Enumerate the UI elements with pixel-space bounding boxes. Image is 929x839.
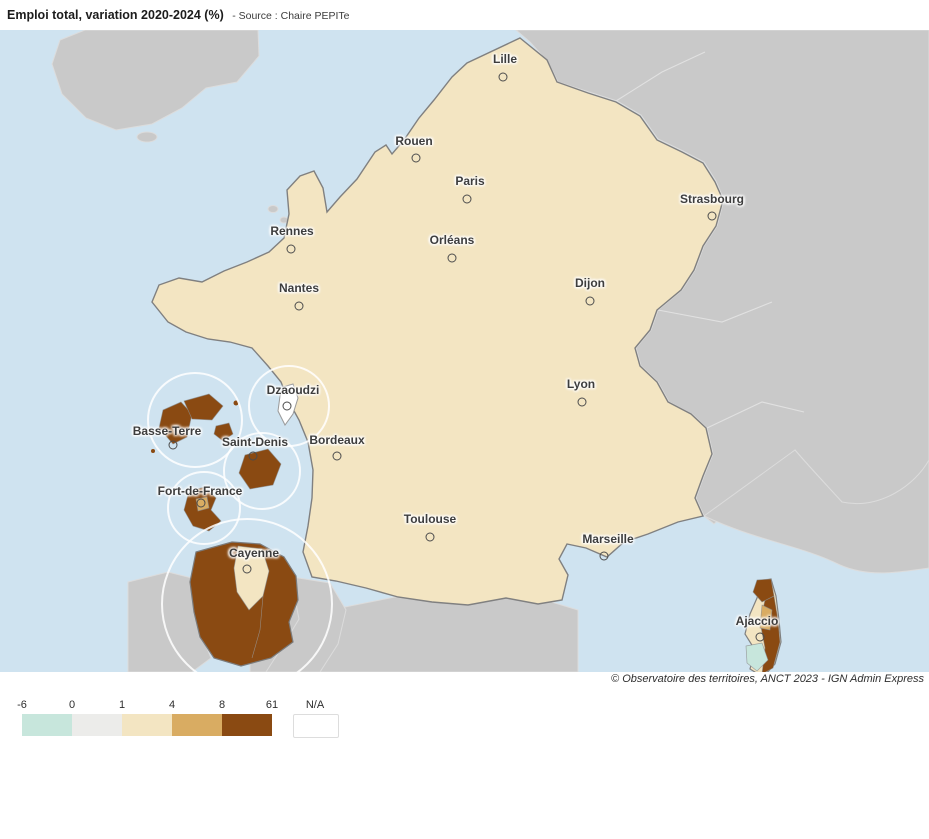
- city-marker-ajaccio: [755, 632, 765, 642]
- city-label-orleans: Orléans: [429, 233, 475, 247]
- city-label-cayenne: Cayenne: [228, 546, 280, 560]
- reunion-inset-circle: [223, 432, 301, 510]
- legend-swatch-0-1: [72, 714, 122, 736]
- legend-tick-5: 61: [265, 699, 279, 711]
- city-marker-cayenne: [242, 564, 252, 574]
- legend-swatch-na: [293, 714, 339, 738]
- city-label-lyon: Lyon: [566, 377, 596, 391]
- legend-tick-0: -6: [17, 699, 27, 711]
- city-marker-paris: [462, 194, 472, 204]
- martinique-inset-circle: [167, 471, 241, 545]
- legend-tick-2: 1: [118, 699, 126, 711]
- city-marker-marseille: [599, 551, 609, 561]
- city-label-ajaccio: Ajaccio: [735, 614, 779, 628]
- city-marker-bordeaux: [332, 451, 342, 461]
- city-marker-orleans: [447, 253, 457, 263]
- legend-tick-3: 4: [168, 699, 176, 711]
- city-marker-lyon: [577, 397, 587, 407]
- legend-swatch-8-61: [222, 714, 272, 736]
- city-label-paris: Paris: [455, 174, 485, 188]
- city-label-dzaoudzi: Dzaoudzi: [266, 383, 320, 397]
- guyane-inset-circle: [161, 518, 333, 672]
- city-marker-fort-de-france: [196, 498, 206, 508]
- south-america-landmass-east: [265, 575, 347, 672]
- city-label-basse-terre: Basse-Terre: [132, 424, 202, 438]
- guadeloupe-island: [158, 401, 193, 445]
- city-label-rouen: Rouen: [395, 134, 433, 148]
- legend-na-label: N/A: [305, 699, 325, 711]
- legend-swatch-negative: [22, 714, 72, 736]
- city-label-bordeaux: Bordeaux: [309, 433, 365, 447]
- legend-tick-4: 8: [218, 699, 226, 711]
- choropleth-map: [0, 30, 929, 672]
- guyane-land: [189, 541, 299, 667]
- city-marker-lille: [498, 72, 508, 82]
- uk-landmass: [51, 30, 260, 131]
- city-marker-rennes: [286, 244, 296, 254]
- legend-swatch-1-4: [122, 714, 172, 736]
- map-title: Emploi total, variation 2020-2024 (%): [7, 8, 224, 22]
- city-marker-dzaoudzi: [282, 401, 292, 411]
- city-marker-nantes: [294, 301, 304, 311]
- legend-swatch-4-8: [172, 714, 222, 736]
- city-label-strasbourg: Strasbourg: [679, 192, 745, 206]
- page-title: Emploi total, variation 2020-2024 (%) - …: [7, 6, 350, 24]
- guadeloupe-inset-circle: [147, 372, 243, 468]
- city-label-dijon: Dijon: [575, 276, 605, 290]
- city-marker-strasbourg: [707, 211, 717, 221]
- legend-tick-1: 0: [68, 699, 76, 711]
- legend: -6 0 1 4 8 61 N/A: [17, 699, 382, 739]
- city-label-nantes: Nantes: [278, 281, 320, 295]
- corsica: [744, 578, 782, 672]
- city-marker-toulouse: [425, 532, 435, 542]
- city-label-rennes: Rennes: [270, 224, 314, 238]
- city-marker-rouen: [411, 153, 421, 163]
- city-label-marseille: Marseille: [582, 532, 634, 546]
- map-canvas[interactable]: [0, 30, 929, 672]
- copyright-credit: © Observatoire des territoires, ANCT 202…: [611, 673, 924, 685]
- city-label-lille: Lille: [492, 52, 518, 66]
- city-label-fort-de-france: Fort-de-France: [157, 484, 243, 498]
- city-marker-saint-denis: [248, 451, 258, 461]
- city-label-toulouse: Toulouse: [403, 512, 457, 526]
- legend-color-ramp: [22, 714, 272, 736]
- mayotte-inset-circle: [248, 365, 330, 447]
- city-marker-basse-terre: [168, 440, 178, 450]
- city-label-saint-denis: Saint-Denis: [221, 435, 289, 449]
- city-marker-dijon: [585, 296, 595, 306]
- map-source: - Source : Chaire PEPITe: [232, 10, 350, 22]
- overseas-insets: [147, 365, 333, 672]
